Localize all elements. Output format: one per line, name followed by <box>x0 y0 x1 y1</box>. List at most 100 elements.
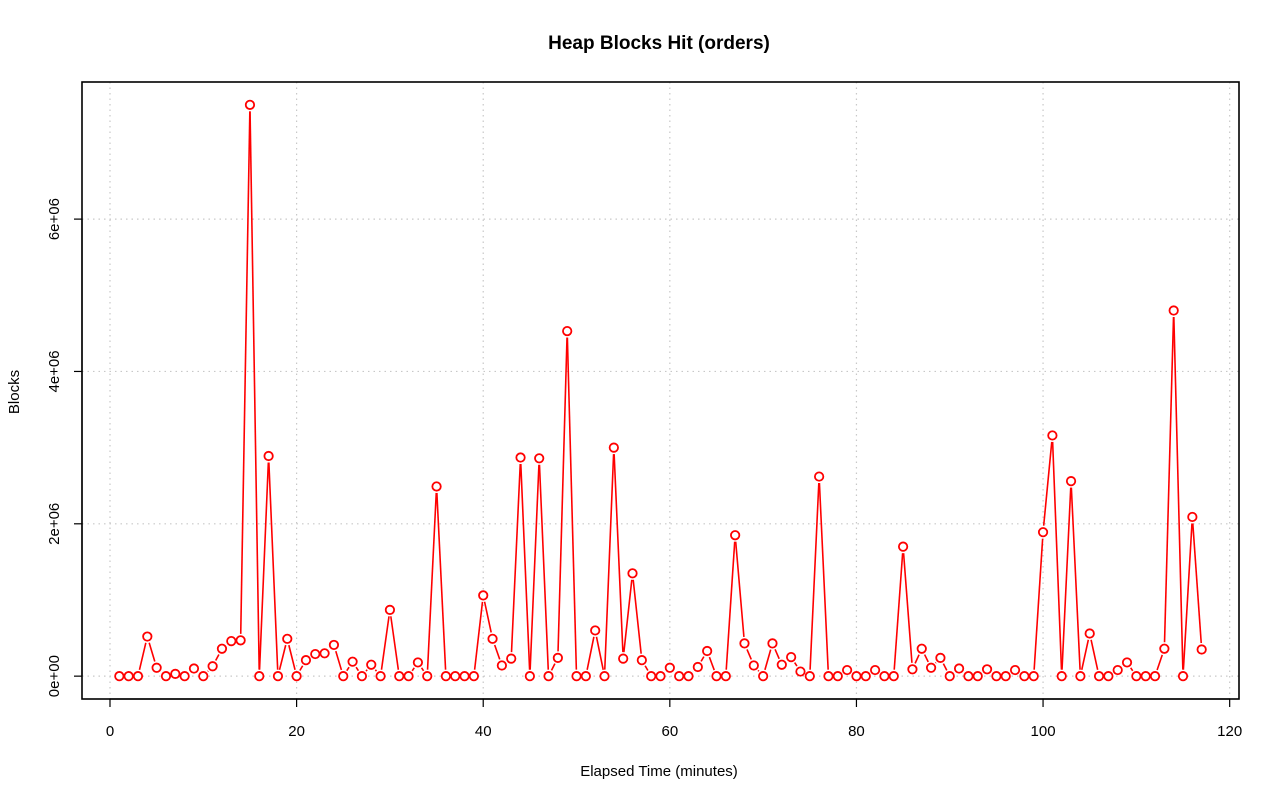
data-point <box>674 671 685 682</box>
data-point <box>944 671 955 682</box>
y-tick-label: 2e+06 <box>46 503 63 545</box>
series-line-segment <box>793 662 798 667</box>
series-line-segment <box>1182 523 1193 670</box>
data-point <box>953 663 965 674</box>
series-line-segment <box>483 601 492 633</box>
series-line-segment <box>390 616 400 670</box>
x-axis-label: Elapsed Time (minutes) <box>580 763 738 780</box>
data-point <box>226 636 237 647</box>
data-point <box>683 671 694 682</box>
data-point <box>496 660 507 671</box>
data-series <box>114 99 1207 682</box>
data-point <box>188 663 200 674</box>
data-point <box>459 671 470 682</box>
data-point <box>1019 671 1030 682</box>
series-line-segment <box>1061 487 1072 670</box>
data-point <box>282 633 293 644</box>
series-line-segment <box>893 553 904 670</box>
series-line-segment <box>1033 538 1044 670</box>
series-line-segment <box>1042 441 1053 526</box>
data-point <box>198 671 209 682</box>
data-point <box>646 671 657 682</box>
data-point <box>562 325 573 337</box>
series-line-segment <box>380 616 390 670</box>
series-line-segment <box>1090 639 1099 670</box>
data-point <box>851 671 862 682</box>
data-point <box>1168 305 1179 316</box>
x-tick-label: 40 <box>475 723 492 740</box>
data-point <box>767 638 778 649</box>
series-line-segment <box>586 636 595 670</box>
data-point <box>1149 671 1161 682</box>
series-line-segment <box>365 669 368 672</box>
y-tick-label: 6e+06 <box>46 198 63 240</box>
series-line-segment <box>774 649 780 660</box>
data-point <box>636 655 647 666</box>
series-line-segment <box>520 463 531 670</box>
data-point <box>1056 671 1067 682</box>
data-point <box>366 659 377 670</box>
x-tick-label: 60 <box>661 723 678 740</box>
data-point <box>1075 671 1086 682</box>
data-point <box>795 666 806 677</box>
series-line-segment <box>942 663 948 671</box>
data-point <box>1187 511 1198 523</box>
x-tick-label: 80 <box>848 723 865 740</box>
data-point <box>870 664 881 676</box>
chart-title: Heap Blocks Hit (orders) <box>548 33 770 54</box>
series-line-segment <box>510 463 522 653</box>
data-point <box>384 604 396 615</box>
data-point <box>142 631 153 642</box>
series-line-segment <box>420 667 425 672</box>
data-point <box>618 653 629 664</box>
data-point <box>235 635 246 646</box>
data-point <box>478 590 489 601</box>
x-tick-label: 100 <box>1031 723 1056 740</box>
data-point <box>207 661 218 672</box>
series-line-segment <box>700 656 705 662</box>
data-point <box>123 671 134 682</box>
y-axis-label: Blocks <box>6 370 23 414</box>
data-point <box>720 671 731 682</box>
series-line-segment <box>644 665 649 671</box>
data-point <box>1112 664 1123 676</box>
y-tick-label: 0e+00 <box>46 655 63 697</box>
data-point <box>580 671 591 682</box>
data-point <box>1093 671 1105 682</box>
data-point <box>730 530 741 541</box>
series-line-segment <box>923 654 929 663</box>
series-line-segment <box>603 454 615 670</box>
data-point <box>991 671 1002 682</box>
data-point <box>254 671 265 682</box>
series-line-segment <box>214 654 220 661</box>
data-point <box>590 625 601 636</box>
data-point <box>897 541 909 552</box>
data-point <box>823 671 834 682</box>
data-point <box>216 643 228 654</box>
series-line-segment <box>335 650 343 671</box>
data-point <box>319 648 330 659</box>
series-line-segment <box>473 601 484 670</box>
series-line-segment <box>1192 523 1203 644</box>
series-line-segment <box>757 669 760 672</box>
series-line-segment <box>725 541 736 670</box>
data-point <box>515 452 526 463</box>
data-point <box>1196 644 1207 655</box>
data-point <box>888 671 899 682</box>
data-point <box>356 671 368 682</box>
series-line-segment <box>734 541 745 637</box>
data-point <box>291 671 302 682</box>
data-point <box>394 671 405 682</box>
series-line-segment <box>268 462 279 670</box>
data-point <box>524 671 535 682</box>
series-line-segment <box>595 636 604 670</box>
data-point <box>935 652 946 663</box>
series-line-segment <box>529 464 540 670</box>
data-point <box>151 662 162 673</box>
series-line-segment <box>493 644 501 660</box>
data-point <box>244 99 256 110</box>
data-point <box>375 671 386 682</box>
series-line-segment <box>1130 667 1134 672</box>
data-point <box>786 652 797 663</box>
